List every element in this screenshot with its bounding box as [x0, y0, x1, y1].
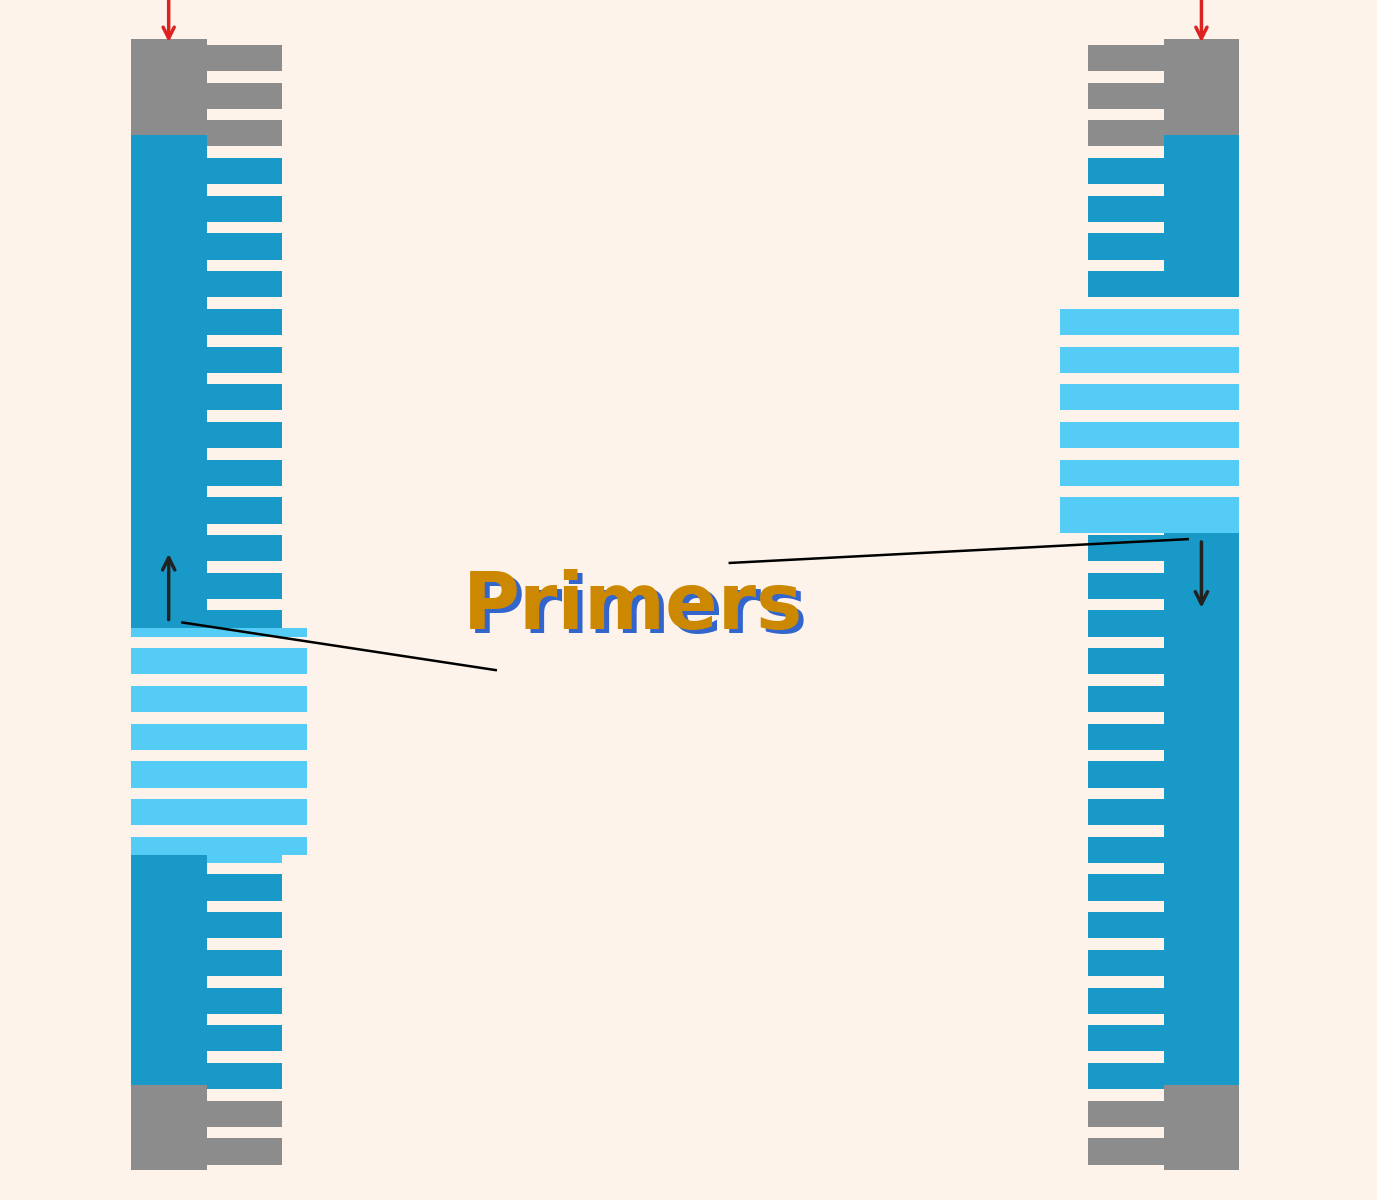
- Bar: [1088, 724, 1164, 750]
- Bar: [207, 988, 282, 1014]
- Bar: [207, 572, 282, 599]
- Bar: [1088, 1139, 1164, 1164]
- Bar: [207, 875, 282, 901]
- Bar: [1088, 196, 1164, 222]
- Bar: [207, 535, 282, 562]
- Bar: [207, 234, 282, 259]
- Bar: [1088, 271, 1164, 298]
- Bar: [1060, 335, 1239, 347]
- Bar: [131, 787, 310, 799]
- Bar: [207, 308, 282, 335]
- Bar: [1060, 486, 1239, 497]
- Bar: [1161, 307, 1239, 533]
- Bar: [1088, 875, 1164, 901]
- Bar: [1088, 761, 1164, 787]
- Bar: [207, 799, 282, 826]
- Bar: [1088, 1100, 1164, 1127]
- Bar: [207, 950, 282, 976]
- Bar: [1088, 120, 1164, 146]
- Bar: [1088, 422, 1164, 448]
- Bar: [1060, 410, 1239, 422]
- Bar: [207, 497, 282, 523]
- Bar: [207, 347, 282, 373]
- Bar: [1088, 912, 1164, 938]
- Bar: [207, 271, 282, 298]
- Bar: [1088, 648, 1164, 674]
- Bar: [1088, 460, 1164, 486]
- Bar: [1088, 347, 1164, 373]
- Text: Primers: Primers: [463, 569, 804, 646]
- Bar: [1060, 307, 1164, 533]
- Bar: [1088, 384, 1164, 410]
- Bar: [1060, 448, 1239, 460]
- Bar: [1060, 373, 1239, 384]
- Bar: [207, 1025, 282, 1051]
- Bar: [1088, 535, 1164, 562]
- Bar: [207, 83, 282, 109]
- Bar: [204, 629, 307, 854]
- Bar: [207, 611, 282, 637]
- Bar: [207, 422, 282, 448]
- Bar: [1088, 611, 1164, 637]
- Bar: [1060, 298, 1239, 308]
- Bar: [207, 196, 282, 222]
- Bar: [131, 712, 310, 724]
- Bar: [131, 136, 207, 1085]
- Bar: [207, 1063, 282, 1090]
- Text: Primers: Primers: [467, 572, 808, 648]
- Bar: [131, 40, 207, 136]
- Bar: [1088, 1063, 1164, 1090]
- Bar: [1088, 950, 1164, 976]
- Bar: [1088, 988, 1164, 1014]
- Bar: [1088, 234, 1164, 259]
- Bar: [207, 912, 282, 938]
- Bar: [1088, 44, 1164, 71]
- Bar: [1088, 686, 1164, 712]
- Bar: [1088, 83, 1164, 109]
- Bar: [207, 836, 282, 863]
- Bar: [207, 761, 282, 787]
- Bar: [1088, 158, 1164, 184]
- Bar: [207, 724, 282, 750]
- Bar: [1164, 1085, 1239, 1170]
- Bar: [1088, 836, 1164, 863]
- Bar: [207, 1139, 282, 1164]
- Bar: [207, 648, 282, 674]
- Bar: [207, 120, 282, 146]
- Bar: [131, 1085, 207, 1170]
- Bar: [1088, 497, 1164, 523]
- Bar: [131, 826, 310, 836]
- Bar: [207, 384, 282, 410]
- Bar: [1088, 1025, 1164, 1051]
- Bar: [1164, 136, 1239, 1085]
- Bar: [1088, 308, 1164, 335]
- Bar: [1164, 40, 1239, 136]
- Bar: [207, 1100, 282, 1127]
- Bar: [131, 637, 310, 648]
- Bar: [1088, 799, 1164, 826]
- Bar: [131, 674, 310, 686]
- Bar: [131, 750, 310, 761]
- Bar: [207, 158, 282, 184]
- Bar: [207, 460, 282, 486]
- Bar: [131, 629, 209, 854]
- Bar: [207, 44, 282, 71]
- Bar: [207, 686, 282, 712]
- Bar: [1088, 572, 1164, 599]
